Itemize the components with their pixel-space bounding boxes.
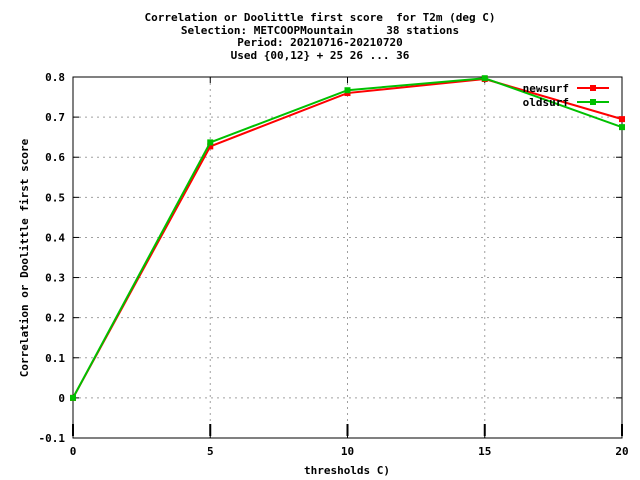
y-tick-label: 0.2 (45, 312, 65, 325)
data-point-oldsurf (344, 87, 351, 94)
x-tick-label: 10 (341, 445, 354, 458)
chart-title-line-4: Used {00,12} + 25 26 ... 36 (230, 48, 410, 62)
chart-title-line-1: Correlation or Doolittle first score for… (144, 11, 496, 24)
y-tick-label: 0.1 (45, 352, 65, 365)
legend-marker-oldsurf (590, 99, 596, 105)
y-tick-label: 0.5 (45, 191, 65, 204)
y-tick-label: 0 (58, 392, 65, 405)
y-tick-label: 0.7 (45, 111, 65, 124)
data-point-oldsurf (207, 139, 214, 146)
y-tick-label: 0.6 (45, 151, 65, 164)
chart-title-line-2: Selection: METCOOPMountain 38 stations (180, 23, 460, 37)
data-point-newsurf (619, 116, 625, 123)
x-tick-label: 15 (478, 445, 491, 458)
data-point-oldsurf (619, 124, 625, 131)
data-point-oldsurf (481, 75, 488, 82)
y-axis-label: Correlation or Doolittle first score (18, 138, 31, 377)
legend-label-newsurf: newsurf (523, 82, 569, 95)
legend-label-oldsurf: oldsurf (523, 96, 569, 109)
y-tick-label: -0.1 (39, 432, 66, 445)
chart-title-line-3: Period: 20210716-20210720 (237, 36, 403, 49)
y-tick-label: 0.4 (45, 231, 65, 244)
y-tick-label: 0.3 (45, 272, 65, 285)
data-point-oldsurf (70, 394, 76, 401)
y-tick-label: 0.8 (45, 71, 65, 84)
x-tick-label: 5 (207, 445, 214, 458)
legend-marker-newsurf (590, 85, 596, 91)
x-axis-label: thresholds C) (304, 464, 390, 477)
data-point-newsurf (207, 143, 214, 150)
x-tick-label: 0 (70, 445, 77, 458)
x-tick-label: 20 (615, 445, 628, 458)
